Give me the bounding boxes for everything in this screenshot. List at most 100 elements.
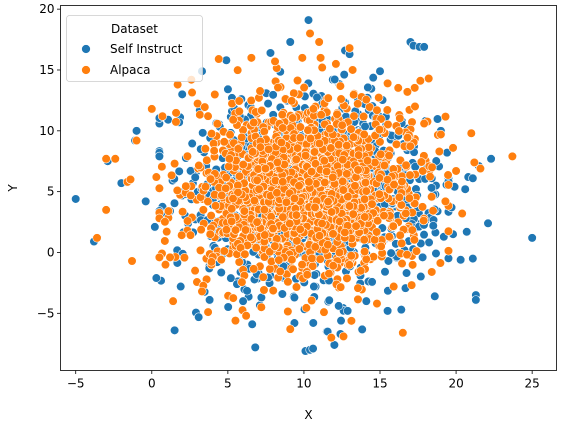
data-point-alpaca (160, 236, 170, 246)
data-point-alpaca (337, 120, 347, 130)
data-point-alpaca (314, 138, 325, 149)
data-point-alpaca (316, 110, 326, 120)
data-point-self-instruct (268, 90, 278, 100)
data-point-self-instruct (424, 237, 434, 248)
data-point-alpaca (207, 129, 217, 139)
data-point-alpaca (405, 141, 415, 151)
x-tick-label: 25 (525, 377, 540, 391)
data-point-self-instruct (427, 183, 437, 193)
data-point-alpaca (203, 196, 213, 207)
data-point-alpaca (195, 245, 206, 255)
data-point-alpaca (389, 281, 399, 292)
data-point-self-instruct (334, 301, 344, 311)
data-point-alpaca (416, 157, 427, 167)
data-point-alpaca (328, 261, 338, 271)
data-point-alpaca (264, 144, 274, 154)
data-point-self-instruct (205, 295, 215, 305)
data-point-alpaca (198, 205, 208, 215)
data-point-alpaca (342, 169, 352, 179)
data-point-self-instruct (368, 73, 378, 83)
data-point-alpaca (272, 188, 282, 198)
data-point-alpaca (397, 177, 407, 187)
data-point-alpaca (328, 229, 338, 239)
data-point-alpaca (177, 230, 187, 240)
data-point-self-instruct (169, 198, 180, 208)
data-point-alpaca (302, 270, 312, 280)
data-point-alpaca (383, 78, 393, 88)
data-point-self-instruct (383, 306, 393, 316)
data-point-alpaca (340, 227, 350, 238)
data-point-alpaca (375, 137, 385, 147)
data-point-self-instruct (247, 319, 257, 329)
data-point-alpaca (425, 172, 435, 182)
data-point-alpaca (448, 143, 458, 153)
data-point-alpaca (228, 115, 238, 125)
legend-marker-self-instruct (81, 44, 91, 54)
data-point-alpaca (338, 331, 349, 342)
data-point-self-instruct (428, 221, 438, 231)
data-point-alpaca (384, 151, 394, 161)
data-point-alpaca (332, 109, 342, 119)
y-axis-ticks: −5 0 5 10 15 20 (37, 2, 61, 320)
data-point-alpaca (281, 197, 292, 207)
data-point-alpaca (172, 185, 182, 196)
data-point-self-instruct (151, 273, 161, 283)
data-point-alpaca (402, 133, 413, 143)
data-point-alpaca (469, 157, 479, 168)
data-point-alpaca (360, 212, 370, 222)
data-point-alpaca (219, 246, 229, 256)
data-point-alpaca (236, 243, 246, 253)
y-tick-label: 10 (39, 124, 54, 138)
data-point-alpaca (384, 232, 394, 242)
data-point-alpaca (314, 231, 325, 241)
data-point-alpaca (319, 307, 329, 317)
data-point-alpaca (268, 285, 278, 296)
data-point-alpaca (338, 176, 348, 187)
data-point-alpaca (203, 111, 213, 121)
data-point-alpaca (383, 119, 393, 130)
data-point-alpaca (256, 302, 266, 312)
data-point-alpaca (427, 267, 437, 277)
data-point-alpaca (408, 260, 418, 270)
data-point-alpaca (335, 81, 345, 91)
data-point-alpaca (285, 324, 295, 334)
data-point-self-instruct (263, 98, 273, 109)
data-point-alpaca (475, 163, 486, 174)
data-point-alpaca (317, 218, 327, 229)
y-axis-label: Y (6, 184, 20, 193)
data-point-alpaca (289, 193, 300, 204)
data-point-self-instruct (462, 227, 472, 237)
data-point-self-instruct (375, 66, 385, 76)
data-point-alpaca (351, 221, 361, 231)
data-point-alpaca (443, 170, 453, 180)
data-point-alpaca (419, 118, 429, 129)
data-point-alpaca (394, 192, 404, 202)
data-point-alpaca (210, 89, 220, 100)
data-point-self-instruct (312, 92, 322, 103)
data-point-alpaca (350, 181, 360, 191)
data-point-alpaca (360, 178, 371, 188)
data-point-self-instruct (360, 121, 370, 132)
data-point-alpaca (259, 205, 269, 215)
data-point-alpaca (374, 173, 385, 183)
data-point-alpaca (227, 216, 237, 226)
data-point-alpaca (239, 206, 249, 216)
data-point-alpaca (200, 182, 211, 192)
data-point-alpaca (451, 166, 461, 176)
data-point-alpaca (297, 53, 307, 63)
data-point-alpaca (227, 204, 237, 214)
data-point-alpaca (276, 137, 286, 148)
data-point-alpaca (372, 216, 383, 226)
data-point-alpaca (359, 129, 369, 140)
data-point-alpaca (360, 246, 370, 257)
data-point-alpaca (401, 208, 411, 219)
data-point-alpaca (310, 202, 320, 212)
data-point-self-instruct (289, 292, 299, 303)
data-point-alpaca (379, 160, 390, 171)
data-point-alpaca (376, 241, 386, 251)
data-point-alpaca (397, 238, 407, 248)
data-point-alpaca (154, 252, 164, 262)
data-point-alpaca (291, 282, 302, 292)
data-point-self-instruct (418, 252, 428, 262)
data-point-alpaca (202, 155, 212, 165)
